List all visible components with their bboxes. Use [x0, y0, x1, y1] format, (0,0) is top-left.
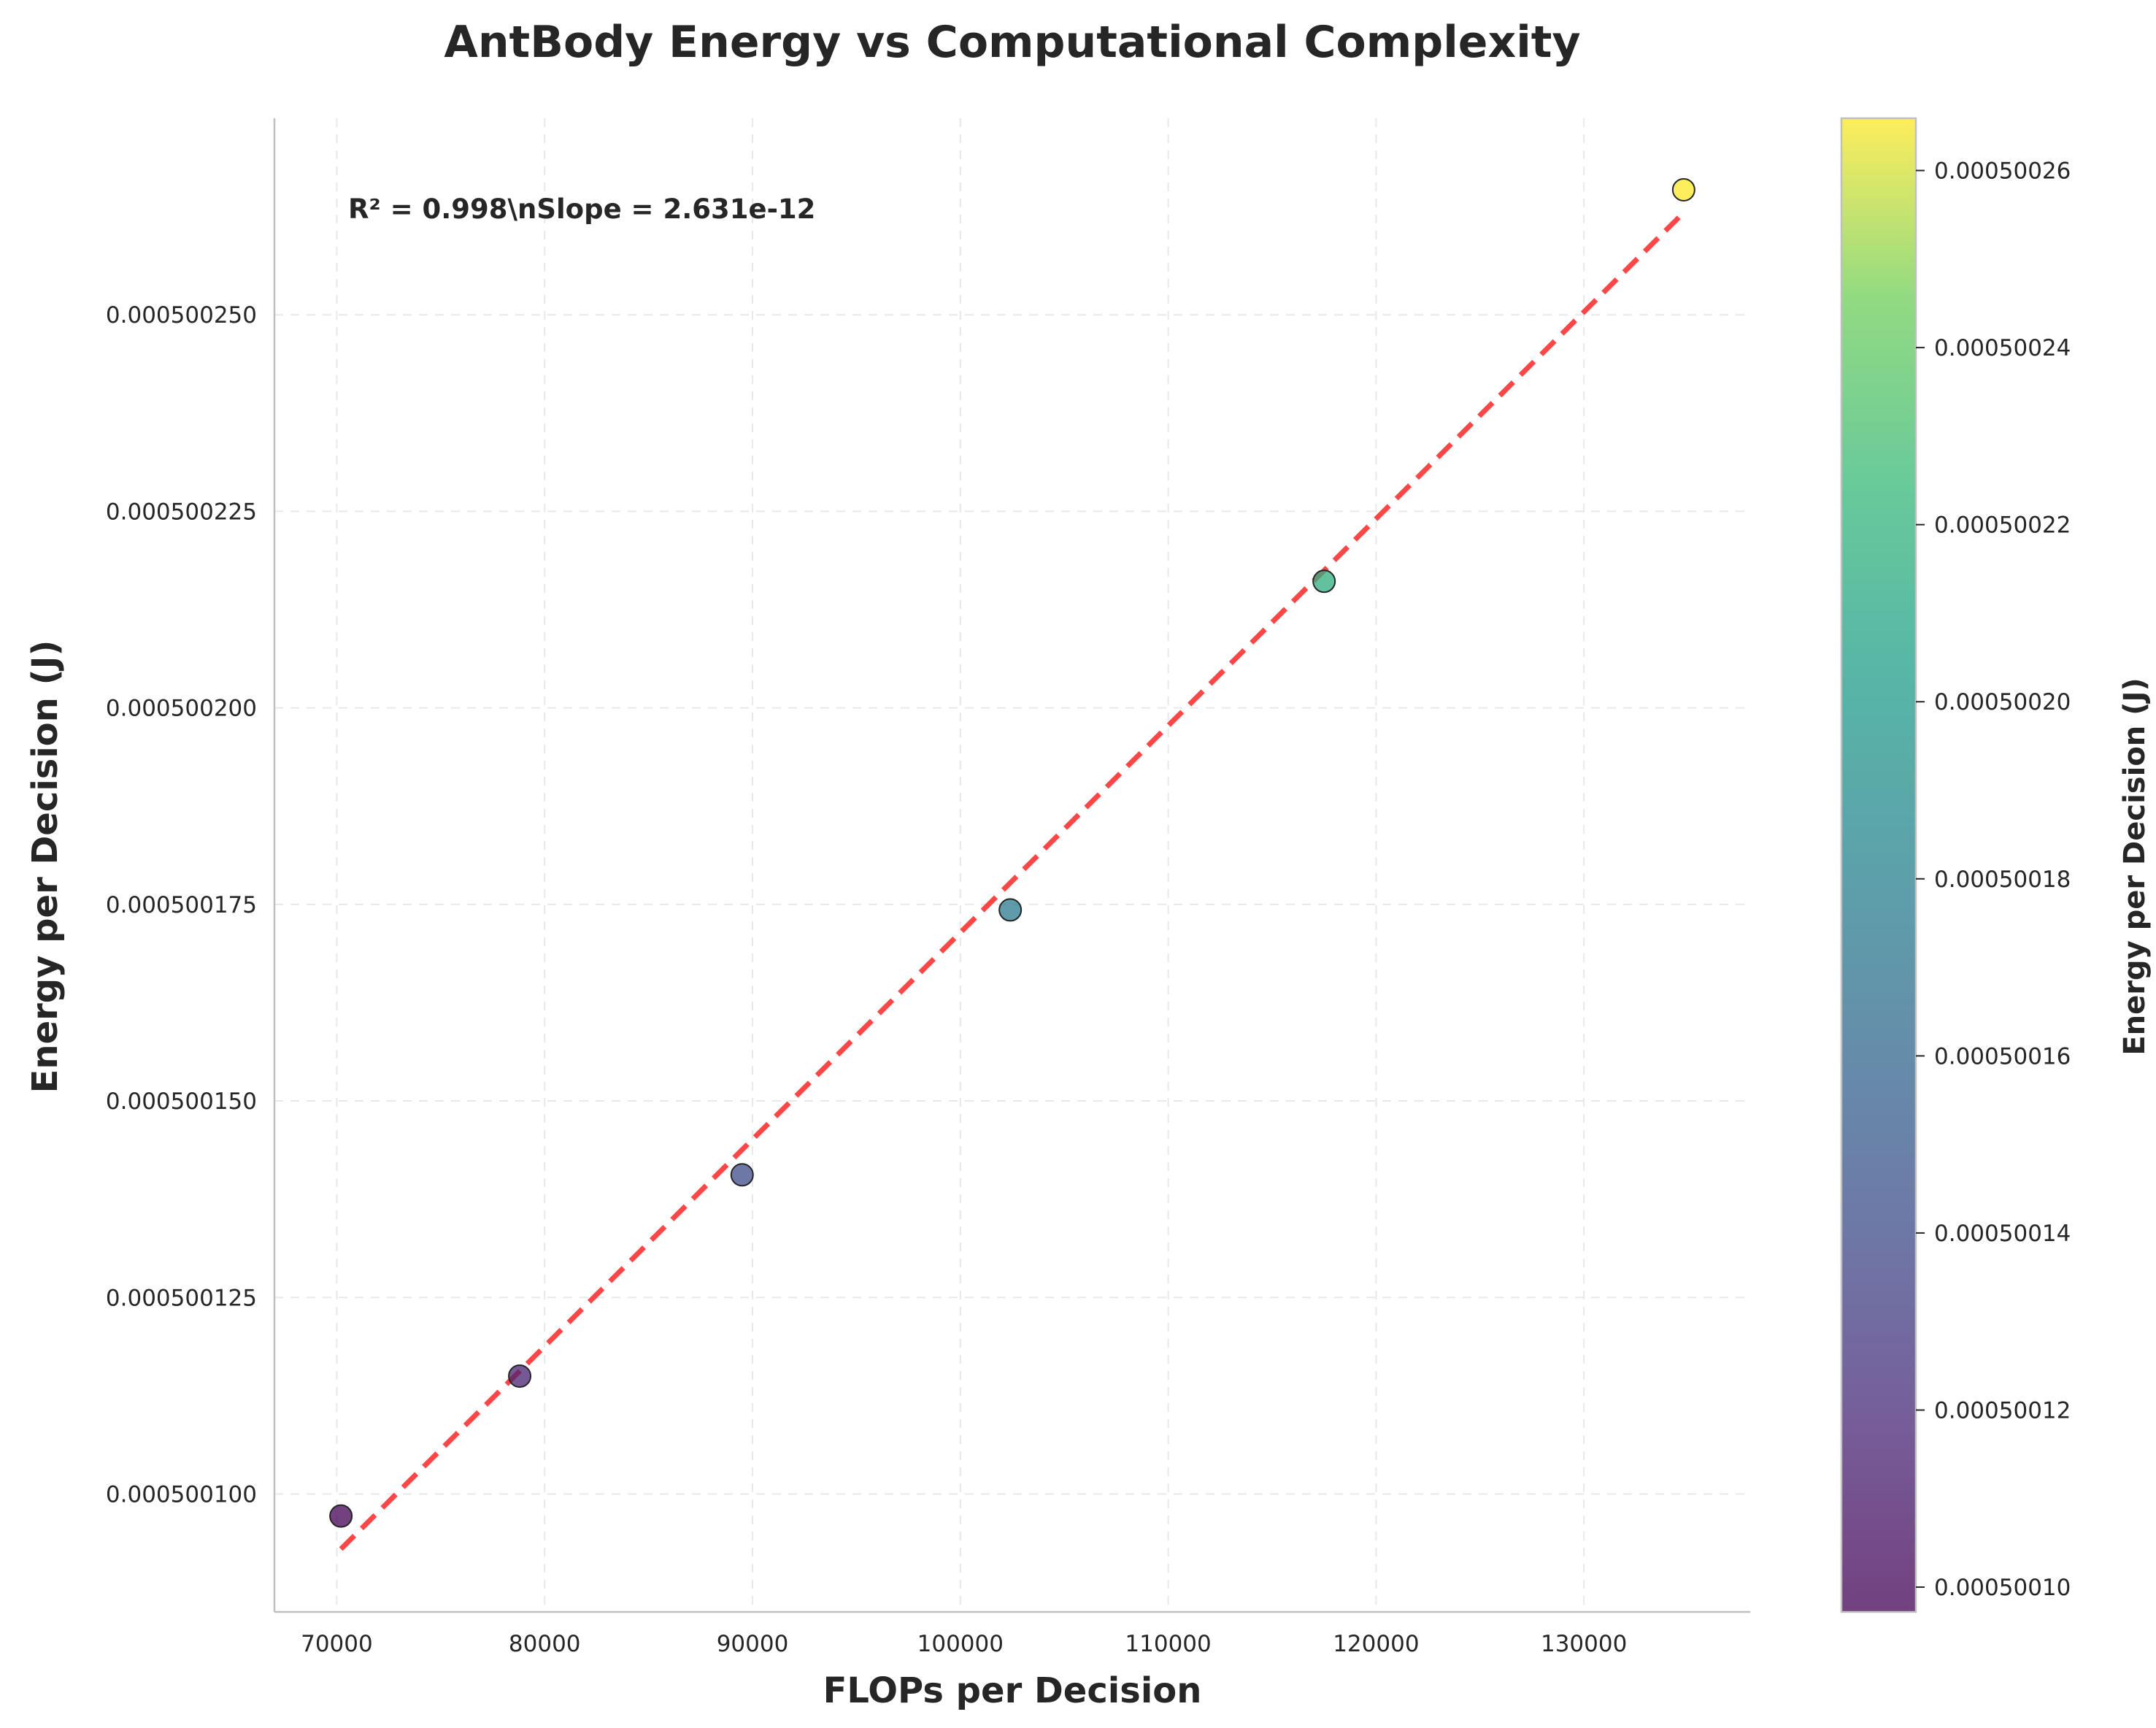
y-tick-label: 0.000500225 — [106, 499, 257, 525]
data-point — [1312, 569, 1336, 594]
x-tick-label: 130000 — [1541, 1631, 1627, 1657]
y-tick-label: 0.000500100 — [106, 1481, 257, 1508]
x-tick-label: 110000 — [1125, 1631, 1211, 1657]
data-points — [329, 177, 1695, 1528]
grid — [274, 118, 1750, 1612]
colorbar-tick-label: 0.00050012 — [1934, 1397, 2071, 1424]
colorbar-gradient — [1841, 118, 1916, 1612]
x-tick-label: 90000 — [717, 1631, 789, 1657]
colorbar-tick-label: 0.00050014 — [1934, 1221, 2071, 1247]
colorbar-tick-label: 0.00050010 — [1934, 1575, 2071, 1601]
data-point — [329, 1504, 353, 1528]
colorbar-tick-label: 0.00050018 — [1934, 867, 2071, 893]
y-tick-label: 0.000500250 — [106, 302, 257, 329]
data-point — [508, 1364, 532, 1388]
data-point — [730, 1163, 754, 1187]
x-axis-ticks: 70000 80000 90000 100000 110000 120000 130000 — [301, 1631, 1627, 1657]
axes-spines — [273, 118, 1750, 1613]
x-tick-label: 100000 — [917, 1631, 1004, 1657]
colorbar: 0.00050010 0.00050012 0.00050014 0.00050016… — [1840, 117, 2152, 1613]
colorbar-tick-label: 0.00050026 — [1934, 158, 2071, 185]
y-tick-label: 0.000500200 — [106, 696, 257, 722]
data-point — [998, 898, 1023, 922]
colorbar-tick-label: 0.00050022 — [1934, 512, 2071, 539]
colorbar-tick-label: 0.00050020 — [1934, 689, 2071, 715]
fit-annotation: R² = 0.998\nSlope = 2.631e-12 — [348, 193, 815, 225]
colorbar-ticks: 0.00050010 0.00050012 0.00050014 0.00050016… — [1916, 158, 2071, 1601]
colorbar-outline — [1840, 117, 1917, 1613]
x-tick-label: 120000 — [1333, 1631, 1419, 1657]
y-axis-label: Energy per Decision (J) — [25, 640, 66, 1094]
colorbar-tick-label: 0.00050016 — [1934, 1043, 2071, 1070]
chart-title: AntBody Energy vs Computational Complexi… — [444, 17, 1580, 68]
y-tick-label: 0.000500175 — [106, 892, 257, 918]
x-tick-label: 70000 — [301, 1631, 373, 1657]
x-axis-label: FLOPs per Decision — [823, 1670, 1202, 1711]
colorbar-tick-label: 0.00050024 — [1934, 335, 2071, 361]
x-tick-label: 80000 — [509, 1631, 581, 1657]
y-axis-ticks: 0.000500100 0.000500125 0.000500150 0.00050… — [106, 302, 257, 1508]
y-tick-label: 0.000500150 — [106, 1088, 257, 1115]
regression-fit-line — [339, 210, 1686, 1551]
y-tick-label: 0.000500125 — [106, 1285, 257, 1311]
colorbar-label: Energy per Decision (J) — [2118, 677, 2152, 1055]
data-point — [1671, 177, 1695, 201]
